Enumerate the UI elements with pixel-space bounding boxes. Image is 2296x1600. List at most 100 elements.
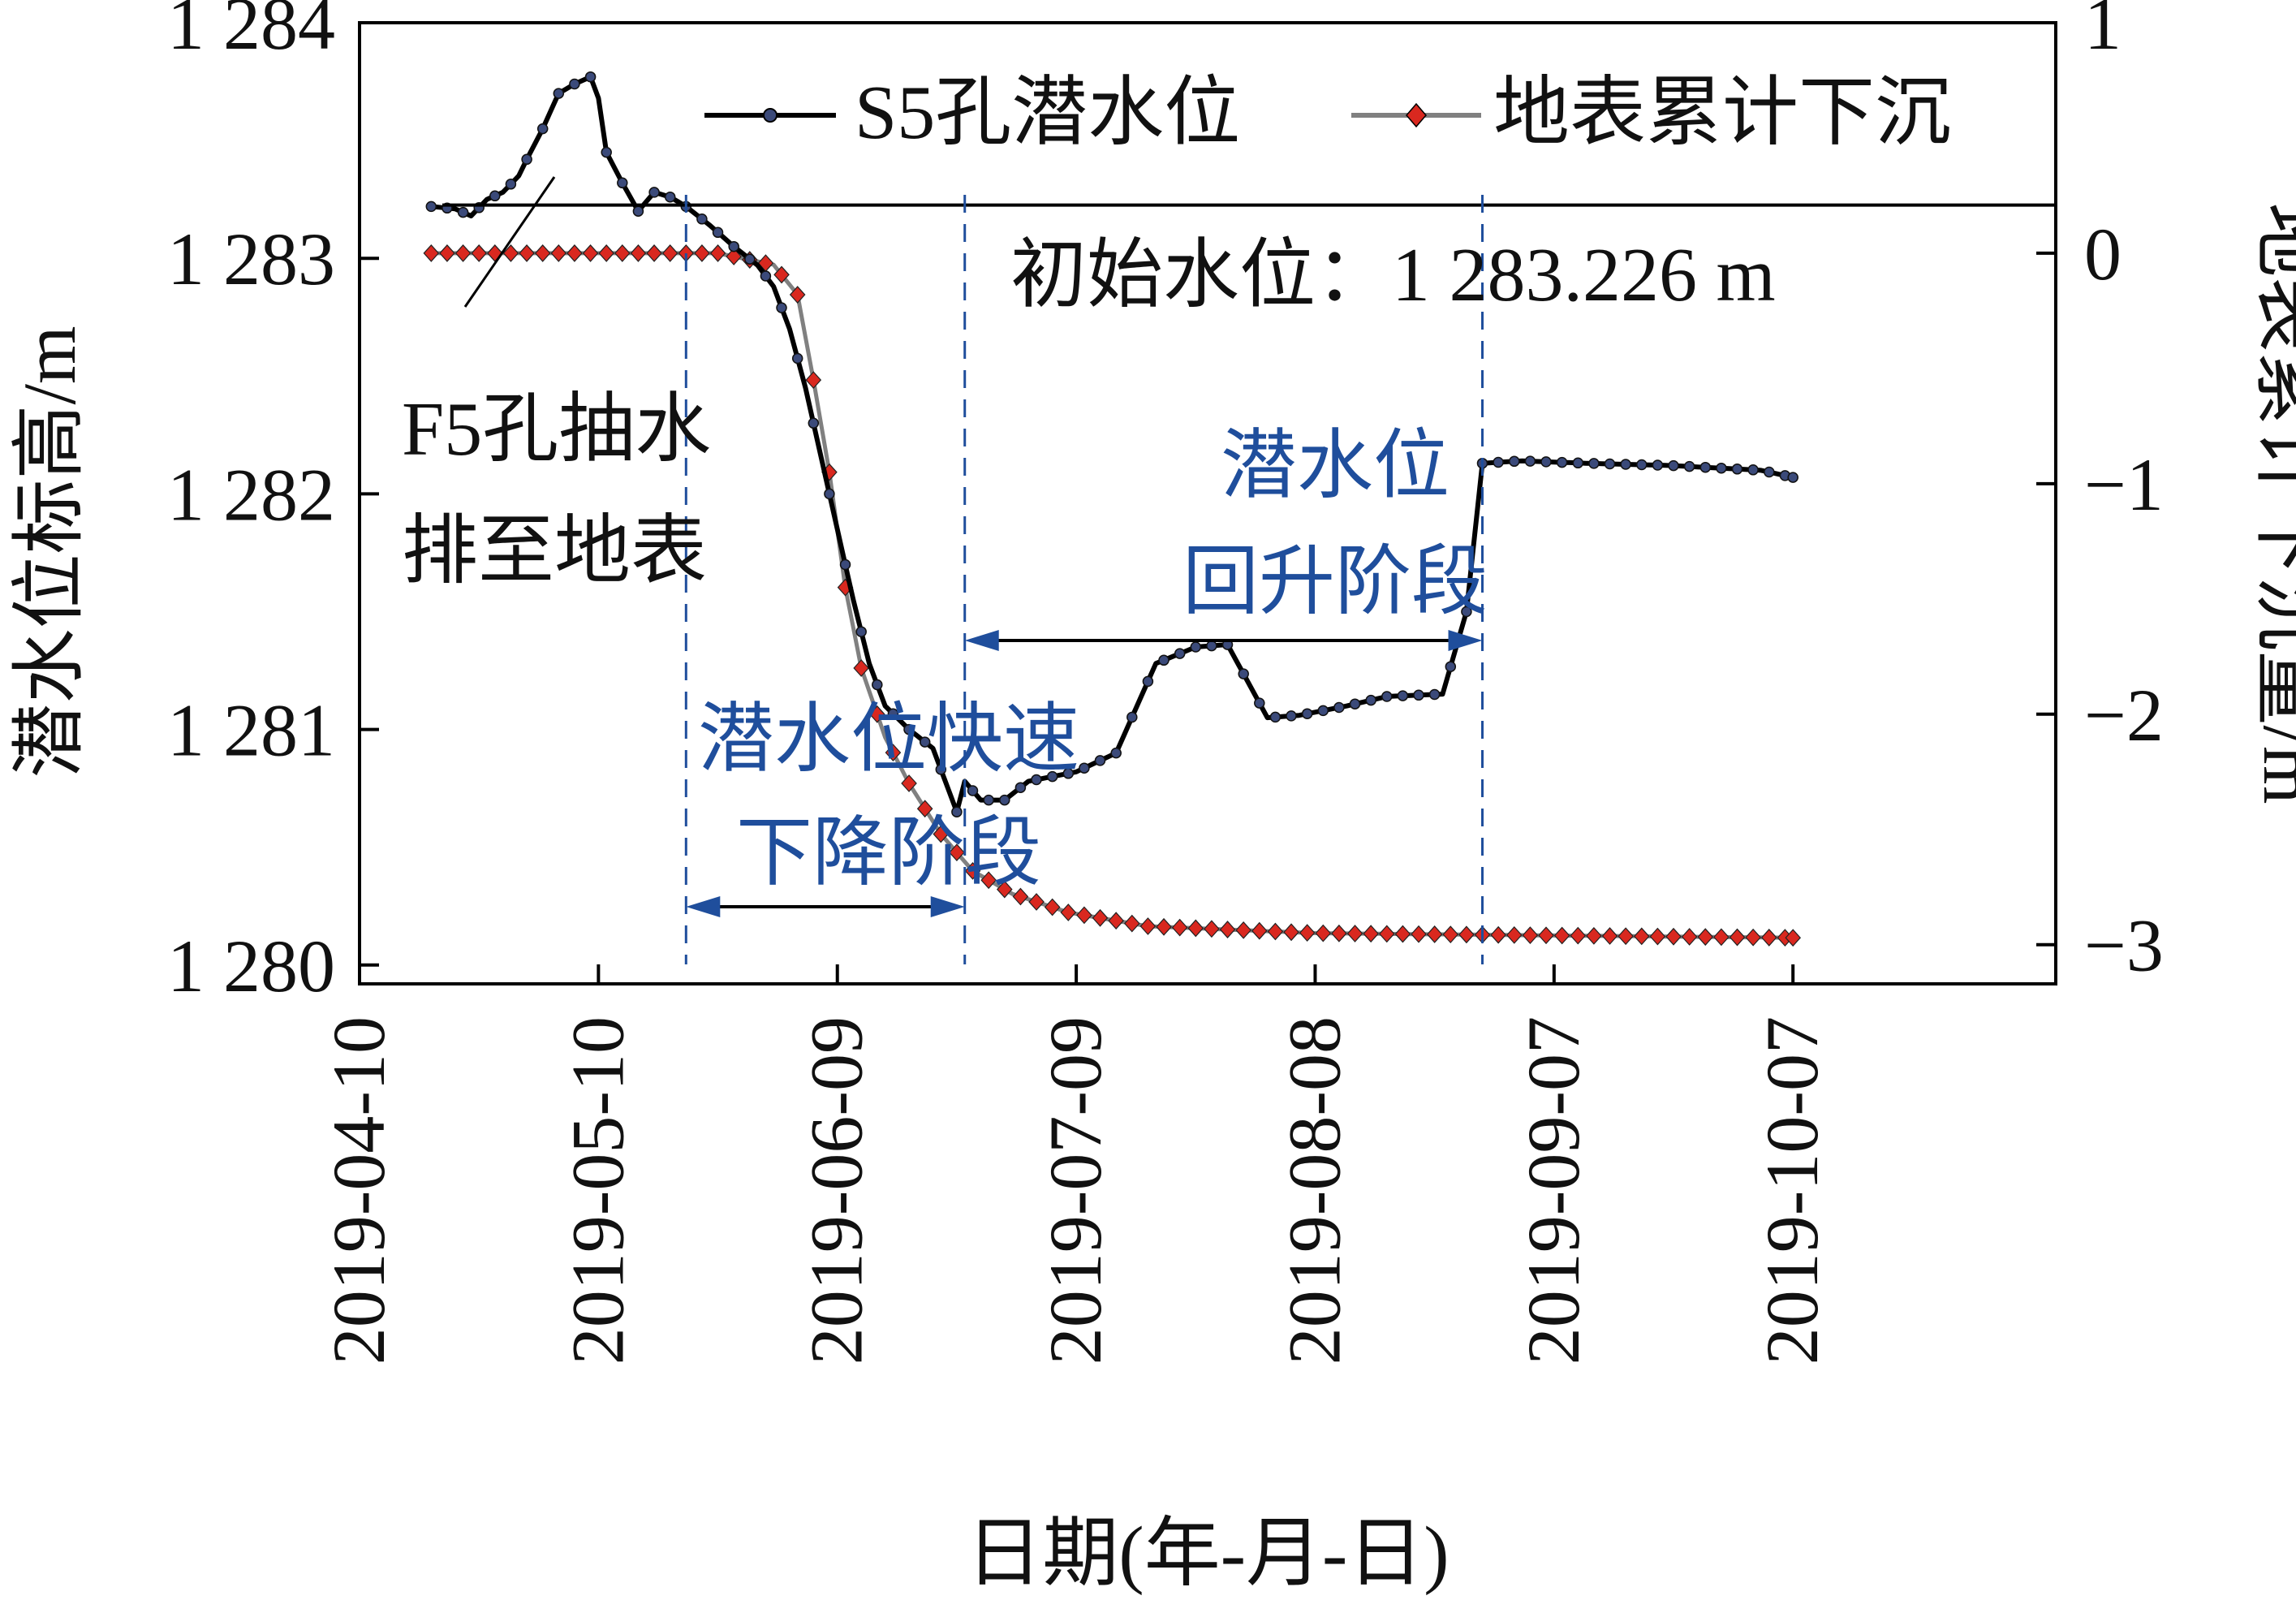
water-level-point — [872, 679, 883, 691]
rise-phase-label-line1: 潜水位 — [1221, 424, 1450, 508]
water-level-point — [1716, 462, 1727, 474]
water-level-point — [584, 71, 597, 83]
water-level-point — [664, 191, 676, 203]
water-level-point — [1079, 762, 1090, 774]
subsidence-point — [1283, 923, 1299, 942]
water-level-point — [999, 794, 1010, 806]
subsidence-point — [646, 244, 662, 262]
subsidence-point — [709, 244, 726, 262]
y-right-tick-label: 1 — [2084, 0, 2122, 65]
subsidence-point — [1490, 925, 1506, 944]
water-level-point — [791, 352, 803, 364]
water-level-point — [1142, 675, 1154, 688]
water-level-point — [521, 153, 532, 166]
water-level-point — [1683, 460, 1695, 472]
subsidence-point — [1076, 906, 1092, 925]
water-level-point — [1046, 770, 1058, 783]
water-level-point — [1317, 705, 1329, 717]
water-level-point — [1461, 606, 1472, 618]
axes-layer: 2019-04-10 2019-05-10 2019-06-09 2019-07-09… — [167, 0, 2164, 1365]
water-level-point — [1604, 458, 1616, 470]
water-level-point — [1174, 648, 1186, 659]
water-level-point — [632, 205, 644, 217]
water-level-point — [967, 785, 979, 796]
subsidence-point — [1522, 926, 1539, 944]
subsidence-point — [1123, 914, 1140, 933]
subsidence-point — [1235, 921, 1251, 939]
initial-level-label: 初始水位：1 283.226 m — [1010, 233, 1776, 317]
subsidence-point — [1665, 927, 1682, 946]
subsidence-point — [1426, 925, 1443, 943]
subsidence-point — [1331, 924, 1347, 942]
subsidence-point — [1394, 925, 1411, 943]
legend: S5孔潜水位 地表累计下沉 — [704, 71, 1951, 155]
water-level-point — [1668, 459, 1679, 472]
subsidence-point — [1785, 929, 1802, 947]
subsidence-point — [1012, 887, 1029, 906]
subsidence-point — [661, 244, 678, 262]
water-level-point — [601, 146, 612, 158]
water-level-point — [1110, 747, 1122, 759]
subsidence-point — [1538, 926, 1554, 945]
subsidence-point — [805, 371, 822, 389]
water-level-point — [617, 177, 628, 189]
x-tick-label: 2019-07-09 — [1034, 1016, 1117, 1365]
water-level-point — [824, 488, 835, 500]
water-level-point — [951, 806, 963, 817]
pumping-label-line2: 排至地表 — [402, 509, 707, 593]
water-level-point — [457, 206, 469, 218]
subsidence-point — [439, 244, 455, 262]
subsidence-point — [949, 843, 965, 862]
subsidence-point — [789, 286, 806, 304]
subsidence-point — [1315, 924, 1332, 942]
water-level-point — [983, 794, 994, 806]
subsidence-point — [1060, 904, 1077, 921]
water-level-point — [553, 88, 565, 99]
subsidence-point — [1601, 927, 1618, 945]
water-level-point — [1731, 464, 1743, 475]
water-level-point — [425, 201, 437, 213]
legend-marker-water — [763, 108, 778, 123]
y-left-axis-title: 潜水位标高/m — [8, 326, 91, 778]
water-level-point — [744, 253, 756, 265]
subsidence-point — [454, 244, 472, 262]
water-level-point — [536, 123, 549, 135]
water-level-point — [1620, 459, 1631, 470]
subsidence-point — [1760, 929, 1777, 947]
y-left-tick-label: 1 283 — [167, 218, 335, 300]
water-level-point — [728, 240, 739, 252]
x-tick-label: 2019-05-10 — [556, 1016, 639, 1365]
x-tick-label: 2019-10-07 — [1751, 1016, 1833, 1365]
water-level-point — [1206, 640, 1217, 652]
water-level-point — [1509, 455, 1520, 468]
water-level-point — [1349, 698, 1361, 709]
y-left-tick-label: 1 280 — [167, 925, 335, 1007]
subsidence-point — [1363, 925, 1379, 943]
subsidence-point — [1553, 926, 1570, 945]
water-level-point — [1286, 710, 1297, 722]
rise-phase-label-line2: 回升阶段 — [1182, 540, 1488, 624]
subsidence-point — [1204, 920, 1220, 938]
series-layer — [423, 71, 1802, 947]
subsidence-point — [630, 244, 647, 262]
water-level-point — [1254, 697, 1265, 709]
legend-label-subsidence: 地表累计下沉 — [1493, 71, 1951, 155]
y-right-tick-label: −3 — [2084, 904, 2164, 987]
subsidence-point — [1108, 912, 1124, 930]
subsidence-point — [773, 265, 790, 284]
water-level-point — [1445, 661, 1457, 672]
subsidence-point — [502, 244, 519, 262]
subsidence-point — [933, 825, 950, 843]
subsidence-point — [1618, 927, 1634, 946]
water-level-point — [855, 626, 867, 637]
water-level-point — [1747, 464, 1759, 476]
y-right-axis-title: 地表累计下沉量/m — [2248, 202, 2296, 804]
subsidence-point — [1299, 924, 1316, 942]
water-level-point — [1588, 458, 1600, 469]
water-level-point — [1652, 459, 1664, 471]
water-level-point — [760, 270, 772, 282]
subsidence-point — [1219, 921, 1236, 938]
subsidence-point — [1028, 893, 1045, 911]
